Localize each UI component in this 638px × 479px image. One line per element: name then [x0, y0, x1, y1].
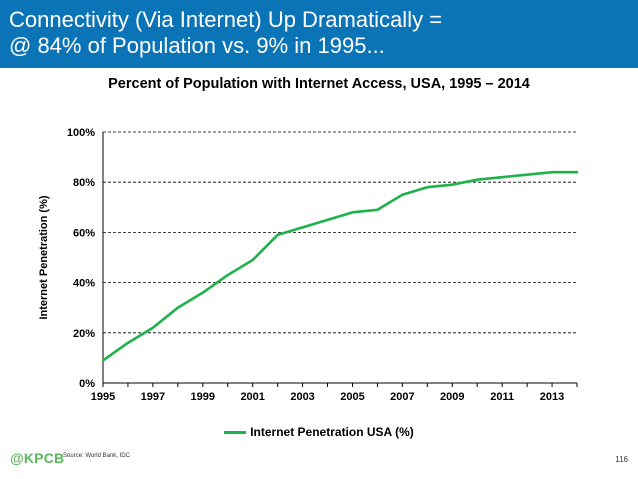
y-tick-label: 80% — [73, 177, 95, 189]
y-tick-label: 20% — [73, 328, 95, 340]
header-title-line-2: @ 84% of Population vs. 9% in 1995... — [9, 33, 385, 58]
y-tick-label: 40% — [73, 278, 95, 290]
y-tick-label: 100% — [67, 127, 95, 139]
chart-legend: Internet Penetration USA (%) — [0, 425, 638, 439]
x-tick-label: 1997 — [141, 391, 165, 403]
chart-title: Percent of Population with Internet Acce… — [108, 76, 530, 92]
page-number: 116 — [615, 455, 628, 464]
x-tick-label: 2001 — [240, 391, 264, 403]
x-tick-label: 2005 — [340, 391, 364, 403]
legend-label: Internet Penetration USA (%) — [250, 425, 414, 439]
legend-swatch — [224, 431, 247, 435]
source-note: Source: World Bank, IDC — [63, 453, 130, 459]
x-tick-label: 2013 — [540, 391, 564, 403]
x-tick-label: 2011 — [490, 391, 514, 403]
y-axis-label: Internet Penetration (%) — [38, 195, 50, 319]
header-banner: Connectivity (Via Internet) Up Dramatica… — [0, 0, 638, 68]
x-tick-label: 1999 — [191, 391, 215, 403]
header-title-line-1: Connectivity (Via Internet) Up Dramatica… — [9, 7, 443, 32]
y-tick-label: 0% — [79, 378, 95, 390]
x-tick-label: 1995 — [91, 391, 115, 403]
x-tick-label: 2007 — [390, 391, 414, 403]
series-line — [101, 170, 579, 362]
kpcb-logo: @KPCB — [10, 450, 65, 466]
x-tick-label: 2003 — [290, 391, 314, 403]
x-tick-label: 2009 — [440, 391, 464, 403]
y-tick-label: 60% — [73, 227, 95, 239]
